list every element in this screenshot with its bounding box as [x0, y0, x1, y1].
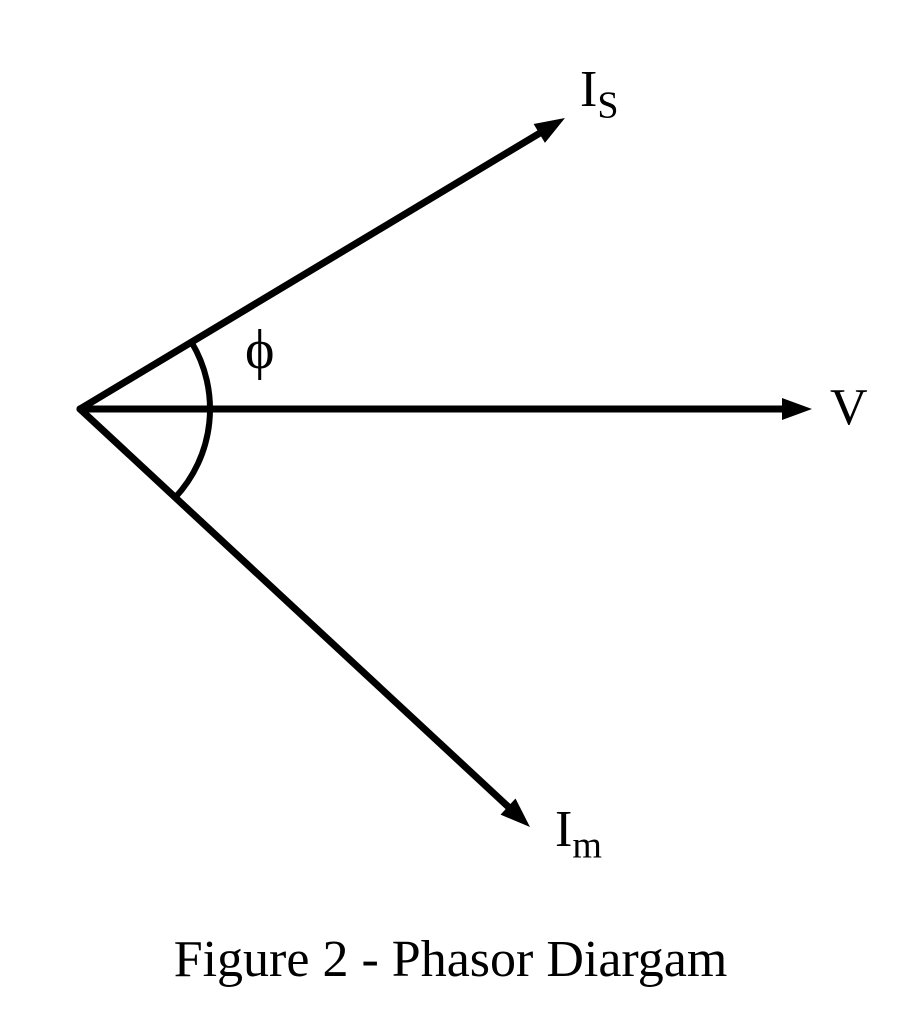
label-v-main: V	[830, 379, 868, 436]
label-is-main: I	[580, 61, 597, 118]
label-phi: ϕ	[245, 318, 274, 382]
phasor-diagram-container: IS V Im ϕ Figure 2 - Phasor Diargam	[0, 0, 901, 1024]
label-is-sub: S	[597, 84, 618, 126]
label-im-sub: m	[572, 824, 602, 866]
label-im-main: I	[555, 801, 572, 858]
figure-caption: Figure 2 - Phasor Diargam	[0, 930, 901, 989]
phasor-svg	[0, 0, 901, 1024]
label-im: Im	[555, 800, 602, 867]
label-v: V	[830, 378, 868, 437]
label-is: IS	[580, 60, 618, 127]
